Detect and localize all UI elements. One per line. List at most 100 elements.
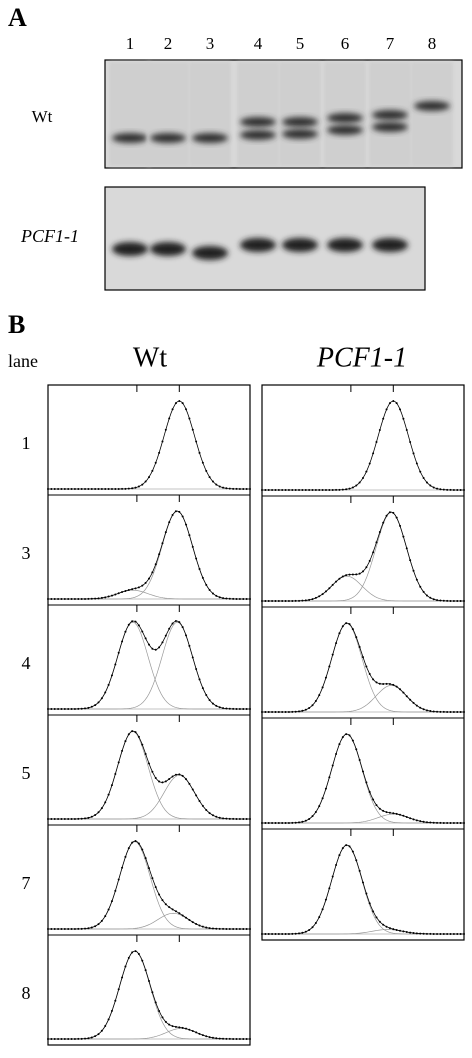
data-point [249, 1037, 251, 1040]
data-point [405, 547, 408, 550]
data-point [321, 593, 324, 596]
data-point [308, 928, 311, 931]
data-point [97, 701, 100, 704]
data-point [191, 545, 194, 548]
data-point [382, 521, 385, 524]
data-point [110, 674, 113, 677]
data-point [148, 476, 150, 479]
data-point [308, 706, 311, 709]
data-point [463, 821, 465, 824]
data-point [117, 592, 120, 595]
band [327, 125, 363, 135]
data-point [158, 553, 161, 556]
data-point [84, 597, 87, 600]
data-point [114, 593, 117, 596]
data-point [264, 932, 267, 935]
data-point [161, 440, 164, 443]
data-point [422, 932, 425, 935]
data-point [324, 676, 327, 679]
data-point [205, 1035, 208, 1038]
data-point [267, 489, 270, 491]
band [282, 129, 318, 139]
data-point [90, 488, 93, 490]
band [150, 133, 186, 143]
data-point [249, 487, 251, 490]
lane-number: 6 [341, 34, 350, 53]
data-point [222, 597, 225, 600]
data-point [148, 643, 150, 646]
data-point [351, 628, 354, 631]
data-point [164, 531, 167, 534]
data-point [409, 817, 412, 820]
data-point [358, 645, 361, 648]
data-point [355, 636, 358, 639]
data-point [57, 817, 60, 820]
data-point [201, 576, 204, 579]
data-point [328, 887, 331, 890]
data-point [439, 821, 442, 824]
data-point [284, 489, 287, 491]
component-curve [262, 813, 464, 824]
data-point [385, 682, 388, 685]
band [282, 117, 318, 127]
data-point [238, 927, 241, 930]
data-point [338, 743, 341, 746]
data-point [164, 1020, 167, 1023]
data-point [144, 637, 147, 640]
data-point [439, 488, 442, 491]
data-point [412, 818, 415, 821]
data-point [429, 596, 432, 599]
data-point [198, 568, 201, 571]
data-point [161, 899, 164, 902]
data-point [235, 597, 238, 600]
data-point [459, 710, 462, 713]
data-point [388, 811, 391, 814]
data-point [218, 485, 221, 488]
data-point [191, 656, 194, 659]
data-point [382, 417, 385, 420]
band [112, 133, 148, 143]
data-point [264, 489, 267, 491]
data-point [392, 683, 395, 686]
data-point [348, 573, 351, 576]
data-point [409, 559, 412, 562]
data-point [121, 487, 124, 490]
data-point [84, 817, 87, 820]
data-point [174, 619, 177, 622]
data-point [117, 878, 120, 881]
data-point [235, 817, 238, 820]
data-point [185, 523, 188, 526]
data-point [87, 597, 90, 600]
data-point [178, 912, 181, 915]
data-point [53, 817, 56, 820]
data-point [298, 821, 301, 824]
data-point [141, 483, 144, 486]
data-point [314, 596, 317, 599]
data-point [242, 597, 245, 600]
component-curve [48, 912, 250, 930]
data-point [131, 588, 134, 591]
data-point [405, 695, 408, 698]
fit-curve [262, 400, 465, 491]
data-point [205, 694, 208, 697]
data-point [97, 487, 100, 490]
fit-curve [262, 622, 464, 713]
data-point [311, 704, 314, 707]
data-point [261, 489, 263, 491]
data-point [70, 488, 73, 490]
data-point [388, 927, 391, 930]
data-point [271, 821, 274, 824]
data-point [154, 776, 157, 779]
data-point [188, 644, 191, 647]
data-point [195, 440, 198, 443]
data-point [87, 706, 90, 709]
data-point [178, 621, 181, 624]
data-point [77, 1037, 80, 1040]
data-point [144, 752, 147, 755]
data-point [422, 820, 425, 823]
data-point [281, 821, 284, 824]
data-point [185, 916, 188, 919]
data-point [198, 799, 201, 802]
data-point [419, 470, 422, 473]
data-point [171, 408, 174, 411]
